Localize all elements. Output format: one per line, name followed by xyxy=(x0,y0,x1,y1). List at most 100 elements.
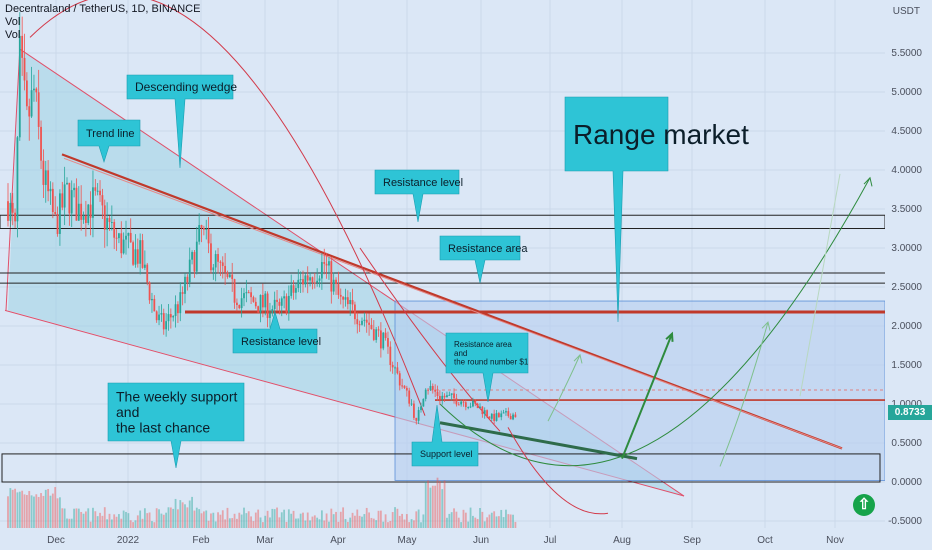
scroll-up-icon[interactable]: ⇧ xyxy=(853,494,875,516)
volume-bar xyxy=(54,487,57,528)
volume-bar xyxy=(129,520,132,528)
volume-bar xyxy=(174,498,177,528)
candle-body xyxy=(354,304,356,320)
candle-body xyxy=(290,285,293,296)
x-tick-label: Dec xyxy=(47,535,65,546)
x-tick-label: Jul xyxy=(544,535,557,546)
candle-body xyxy=(401,385,404,387)
volume-bar xyxy=(283,509,286,528)
volume-bar xyxy=(247,511,250,528)
volume-bar xyxy=(219,514,222,528)
volume-bar xyxy=(398,515,401,528)
volume-bar xyxy=(37,496,40,528)
candle-body xyxy=(37,92,40,127)
volume-bar xyxy=(420,522,422,528)
candle-body xyxy=(297,279,300,289)
volume-bar xyxy=(132,522,134,528)
volume-bar xyxy=(486,517,488,528)
candle-body xyxy=(146,264,149,283)
candle-body xyxy=(391,364,394,368)
volume-bar xyxy=(481,511,484,528)
volume-bar xyxy=(7,496,9,528)
callout-resistance-level: Resistance level xyxy=(232,310,321,354)
candle-body xyxy=(80,203,83,220)
candle-body xyxy=(264,293,267,308)
volume-bar xyxy=(193,510,196,528)
candle-body xyxy=(96,190,99,192)
callout-resistance-level-bubble xyxy=(232,310,318,354)
volume-bar xyxy=(158,509,160,528)
projection-arrow-main xyxy=(621,333,673,459)
candle-body xyxy=(172,316,175,318)
candle-body xyxy=(250,292,252,298)
candle-body xyxy=(474,400,477,404)
candle-body xyxy=(292,285,295,293)
volume-bar xyxy=(207,520,210,528)
callout-range-market-text: Range market xyxy=(573,119,749,150)
candle-body xyxy=(429,386,432,390)
candle-body xyxy=(417,410,420,421)
volume-bar xyxy=(84,511,87,528)
candle-body xyxy=(273,299,276,310)
volume-bar xyxy=(70,518,73,528)
x-tick-label: Nov xyxy=(826,535,844,546)
candle-body xyxy=(202,227,205,230)
candle-body xyxy=(361,320,363,325)
candle-body xyxy=(346,297,349,305)
candle-body xyxy=(221,262,224,266)
callout-trend-line-bubble xyxy=(77,119,141,164)
volume-bar xyxy=(339,511,342,528)
volume-bar xyxy=(205,510,208,528)
volume-bar xyxy=(87,508,90,528)
candle-body xyxy=(259,294,262,313)
callout-round-number-text: and xyxy=(454,349,467,358)
candle-body xyxy=(438,395,441,400)
volume-bar xyxy=(495,516,498,528)
volume-bar xyxy=(479,508,481,528)
volume-bar xyxy=(490,512,493,528)
volume-bar xyxy=(403,519,406,528)
volume-bar xyxy=(106,519,109,528)
candle-body xyxy=(476,403,479,409)
candle-body xyxy=(14,212,16,222)
volume-bar xyxy=(47,489,50,528)
volume-bar xyxy=(512,514,514,528)
candle-body xyxy=(198,225,201,242)
candle-body xyxy=(70,190,73,214)
candle-body xyxy=(384,332,387,339)
volume-bar xyxy=(236,518,238,528)
y-tick-label: 0.5000 xyxy=(891,438,922,449)
candle-body xyxy=(162,313,165,330)
candle-body xyxy=(512,414,514,420)
candle-body xyxy=(500,413,503,418)
volume-bar xyxy=(162,514,165,528)
volume-bar xyxy=(257,509,260,528)
volume-bar xyxy=(328,521,330,528)
volume-bar xyxy=(115,516,118,528)
price-axis-unit: USDT xyxy=(892,6,920,17)
callout-descending-wedge: Descending wedge xyxy=(126,74,237,169)
volume-bar xyxy=(332,514,335,528)
volume-bar xyxy=(108,513,111,528)
candle-body xyxy=(101,195,104,206)
volume-bar xyxy=(292,510,295,528)
volume-bar xyxy=(18,491,21,528)
volume-bar xyxy=(245,513,248,528)
candle-body xyxy=(125,235,127,240)
volume-bar xyxy=(143,508,146,528)
candle-body xyxy=(372,329,375,340)
y-tick-label: 1.0000 xyxy=(891,399,922,410)
x-tick-label: Jun xyxy=(473,535,489,546)
volume-bar xyxy=(51,493,54,528)
volume-bar xyxy=(320,510,323,528)
candle-body xyxy=(103,205,106,230)
y-tick-label: 3.5000 xyxy=(891,204,922,215)
volume-bar xyxy=(377,510,380,528)
volume-bar xyxy=(450,512,453,528)
callout-trend-line: Trend line xyxy=(77,119,141,164)
volume-bar xyxy=(228,518,231,528)
candle-body xyxy=(186,276,189,283)
candle-body xyxy=(283,296,286,299)
volume-bar xyxy=(82,513,85,528)
x-tick-label: Feb xyxy=(192,535,210,546)
